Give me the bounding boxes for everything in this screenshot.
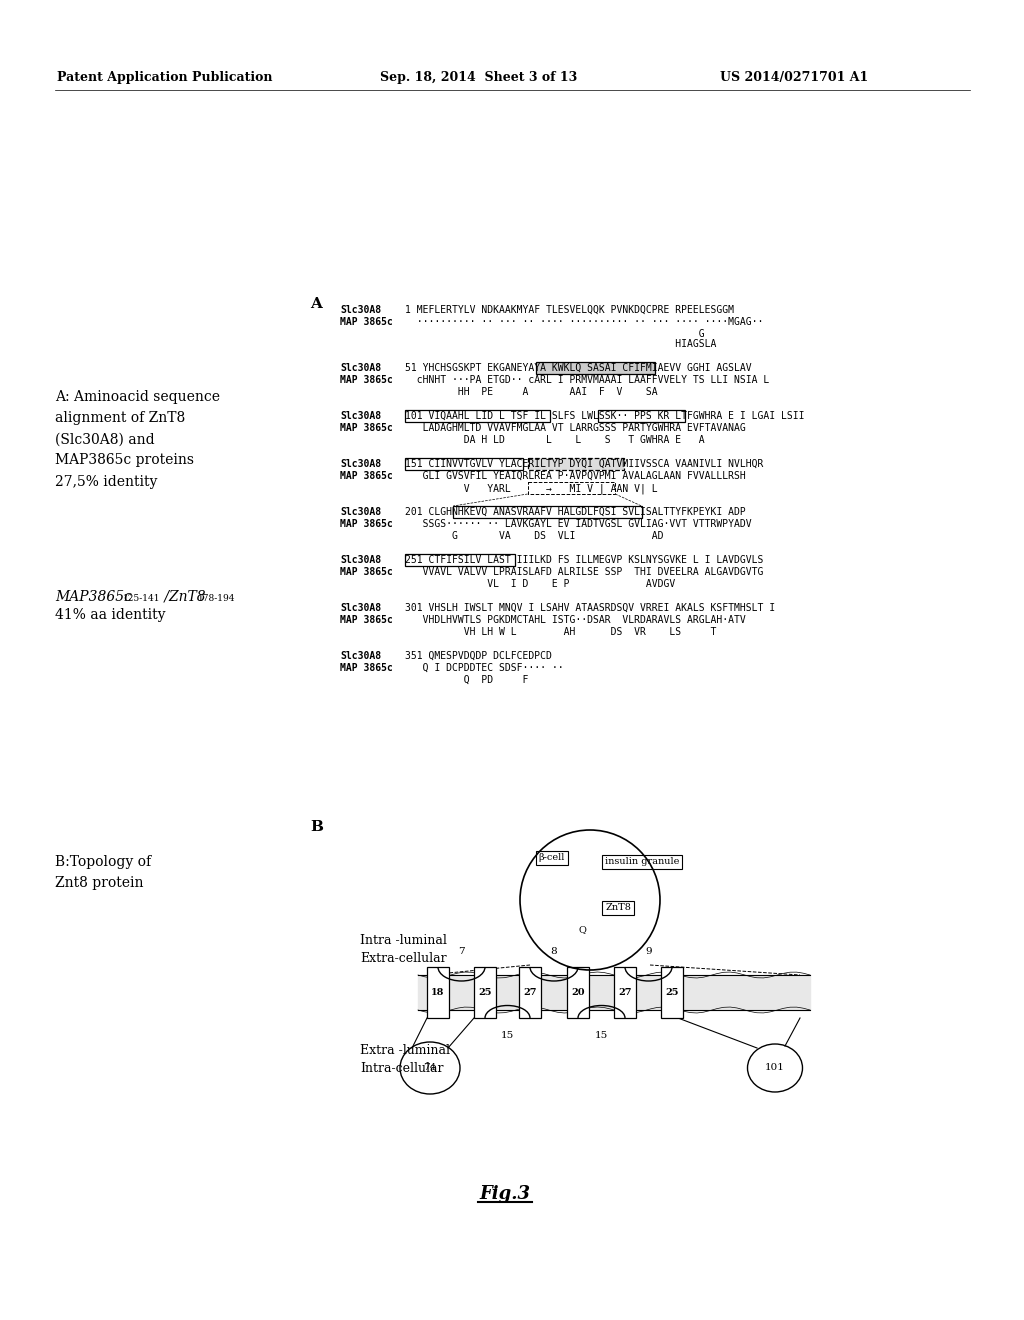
Text: 20: 20 [571,987,585,997]
Text: 27: 27 [523,987,537,997]
Text: β-cell: β-cell [539,854,565,862]
Text: Q: Q [579,925,586,935]
Text: 25: 25 [666,987,679,997]
Text: Slc30A8: Slc30A8 [340,459,381,469]
Bar [406,458,523,470]
Text: Slc30A8: Slc30A8 [340,411,381,421]
Text: 301 VHSLH IWSLT MNQV I LSAHV ATAASRDSQV VRREI AKALS KSFTMHSLT I: 301 VHSLH IWSLT MNQV I LSAHV ATAASRDSQV … [406,603,775,612]
Text: 351 QMESPVDQDP DCLFCEDPCD: 351 QMESPVDQDP DCLFCEDPCD [406,651,552,661]
Text: Slc30A8: Slc30A8 [340,507,381,517]
Text: HH  PE     A       AAI  F  V    SA: HH PE A AAI F V SA [406,387,657,397]
Text: 1 MEFLERTYLV NDKAAKMYAF TLESVELQQK PVNKDQCPRE RPEELESGGM: 1 MEFLERTYLV NDKAAKMYAF TLESVELQQK PVNKD… [406,305,734,315]
Text: SSGS······ ·· LAVKGAYL EV IADTVGSL GVLIAG·VVT VTTRWPYADV: SSGS······ ·· LAVKGAYL EV IADTVGSL GVLIA… [406,519,752,529]
Text: 201 CLGHNHKEVQ ANASVRAAFV HALGDLFQSI SVLISALTTYFKPEYKI ADP: 201 CLGHNHKEVQ ANASVRAAFV HALGDLFQSI SVL… [406,507,745,517]
Text: MAP 3865c: MAP 3865c [340,519,393,529]
Text: VH LH W L        AH      DS  VR    LS     T: VH LH W L AH DS VR LS T [406,627,717,638]
Text: Slc30A8: Slc30A8 [340,651,381,661]
Text: MAP3865c: MAP3865c [55,590,132,605]
Bar [614,968,636,1018]
Text: B:Topology of
Znt8 protein: B:Topology of Znt8 protein [55,855,152,890]
Text: MAP 3865c: MAP 3865c [340,375,393,385]
Bar [527,458,624,470]
Bar [527,482,615,494]
Text: 15: 15 [595,1031,608,1040]
Text: Extra -luminal
Intra-cellular: Extra -luminal Intra-cellular [360,1044,450,1076]
Text: HIAGSLA: HIAGSLA [406,339,717,348]
Text: MAP 3865c: MAP 3865c [340,471,393,480]
Text: MAP 3865c: MAP 3865c [340,422,393,433]
Text: Fig.3: Fig.3 [479,1185,530,1203]
Bar [598,411,685,422]
Text: 151 CIINVVTGVLV YLACERILTYP DYQI QATVMIIVSSCA VAANIVLI NVLHQR: 151 CIINVVTGVLV YLACERILTYP DYQI QATVMII… [406,459,763,469]
Text: ·········· ·· ··· ·· ···· ·········· ·· ··· ···· ····MGAG··: ·········· ·· ··· ·· ···· ·········· ·· … [406,317,763,327]
Text: cHNHT ···PA ETGD·· cARL I PRMVMAAAI LAAFFVVELY TS LLI NSIA L: cHNHT ···PA ETGD·· cARL I PRMVMAAAI LAAF… [406,375,769,385]
Text: 8: 8 [551,946,557,956]
Text: A: Aminoacid sequence
alignment of ZnT8
(Slc30A8) and
MAP3865c proteins
27,5% id: A: Aminoacid sequence alignment of ZnT8 … [55,389,220,488]
Bar [454,506,641,517]
Text: Q I DCPDDTEC SDSF···· ··: Q I DCPDDTEC SDSF···· ·· [406,663,563,673]
Text: 9: 9 [645,946,652,956]
Text: V   YARL      →   MI V | AAN V| L: V YARL → MI V | AAN V| L [406,483,657,494]
Text: /ZnT8: /ZnT8 [160,590,206,605]
Text: VHDLHVWTLS PGKDMCTAHL ISTG··DSAR  VLRDARAVLS ARGLAH·ATV: VHDLHVWTLS PGKDMCTAHL ISTG··DSAR VLRDARA… [406,615,745,624]
Text: 51 YHCHSGSKPT EKGANEYAYA KWKLQ SASAI CFIFMIAEVV GGHI AGSLAV: 51 YHCHSGSKPT EKGANEYAYA KWKLQ SASAI CFI… [406,363,752,374]
Text: insulin granule: insulin granule [605,858,679,866]
Text: 41% aa identity: 41% aa identity [55,609,166,622]
Text: 25: 25 [478,987,492,997]
Text: MAP 3865c: MAP 3865c [340,615,393,624]
Bar [527,458,624,470]
Text: 125-141: 125-141 [123,594,161,603]
Text: Slc30A8: Slc30A8 [340,305,381,315]
Text: 101: 101 [765,1064,785,1072]
Text: B: B [310,820,323,834]
Bar [427,968,449,1018]
Text: Slc30A8: Slc30A8 [340,363,381,374]
Text: US 2014/0271701 A1: US 2014/0271701 A1 [720,71,868,84]
Text: 18: 18 [431,987,444,997]
Bar [474,968,496,1018]
Text: 15: 15 [501,1031,514,1040]
Text: 74: 74 [423,1064,436,1072]
Bar [406,411,550,422]
Text: 251 CTFIFSILV LAST IIILKD FS ILLMEGVP KSLNYSGVKE L I LAVDGVLS: 251 CTFIFSILV LAST IIILKD FS ILLMEGVP KS… [406,554,763,565]
Text: GLI GVSVFIL YEAIQRLREA P·AVPQVPMI AVALAGLAAN FVVALLLRSH: GLI GVSVFIL YEAIQRLREA P·AVPQVPMI AVALAG… [406,471,745,480]
Text: G: G [406,329,705,339]
Bar [519,968,541,1018]
Text: VVAVL VALVV LPRAISLAFD ALRILSE SSP  THI DVEELRA ALGAVDGVTG: VVAVL VALVV LPRAISLAFD ALRILSE SSP THI D… [406,568,763,577]
Text: 178-194: 178-194 [198,594,236,603]
Bar [406,554,514,566]
Text: Slc30A8: Slc30A8 [340,554,381,565]
Text: 101 VIQAAHL LID L TSF IL SLFS LWLSSK·· PPS KR LTFGWHRA E I LGAI LSII: 101 VIQAAHL LID L TSF IL SLFS LWLSSK·· P… [406,411,805,421]
Text: ZnT8: ZnT8 [605,903,631,912]
Text: Intra -luminal
Extra-cellular: Intra -luminal Extra-cellular [360,935,446,965]
Text: LADAGHMLTD VVAVFMGLAA VT LARRGSSS PARTYGWHRA EVFTAVANAG: LADAGHMLTD VVAVFMGLAA VT LARRGSSS PARTYG… [406,422,745,433]
Text: DA H LD       L    L    S   T GWHRA E   A: DA H LD L L S T GWHRA E A [406,436,705,445]
Bar [662,968,683,1018]
Text: Slc30A8: Slc30A8 [340,603,381,612]
Text: MAP 3865c: MAP 3865c [340,568,393,577]
Text: Q  PD     F: Q PD F [406,675,528,685]
Text: VL  I D    E P             AVDGV: VL I D E P AVDGV [406,579,675,589]
Text: G       VA    DS  VLI             AD: G VA DS VLI AD [406,531,664,541]
Text: 7: 7 [458,946,465,956]
Text: 27: 27 [618,987,632,997]
Text: Patent Application Publication: Patent Application Publication [57,71,272,84]
Bar [537,362,654,374]
Bar [567,968,589,1018]
Text: MAP 3865c: MAP 3865c [340,663,393,673]
Text: Sep. 18, 2014  Sheet 3 of 13: Sep. 18, 2014 Sheet 3 of 13 [380,71,578,84]
Text: A: A [310,297,322,312]
Text: MAP 3865c: MAP 3865c [340,317,393,327]
